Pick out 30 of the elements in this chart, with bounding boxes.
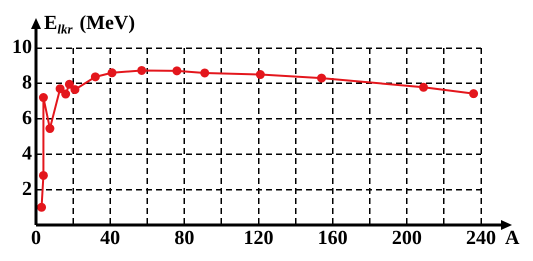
point bbox=[38, 93, 48, 102]
point bbox=[70, 85, 80, 94]
point bbox=[200, 68, 210, 78]
x-tick-label: 40 bbox=[100, 227, 120, 250]
point bbox=[469, 89, 478, 98]
y-tick-label: 6 bbox=[22, 106, 32, 129]
y-tick-label: 8 bbox=[22, 72, 32, 94]
point bbox=[172, 66, 182, 76]
x-tick-label: 0 bbox=[31, 227, 41, 250]
point bbox=[61, 90, 70, 99]
point bbox=[256, 70, 265, 80]
x-tick-label: 200 bbox=[392, 227, 422, 250]
x-axis-title: A bbox=[505, 227, 520, 250]
point bbox=[317, 74, 326, 83]
point bbox=[56, 84, 65, 94]
x-tick-label: 80 bbox=[174, 227, 194, 250]
y-tick-label: 10 bbox=[12, 36, 32, 58]
x-tick-label: 120 bbox=[244, 227, 274, 250]
point bbox=[38, 170, 48, 180]
point bbox=[64, 80, 74, 89]
point bbox=[108, 68, 117, 78]
x-tick-label: 240 bbox=[466, 227, 496, 250]
y-tick-label: 2 bbox=[22, 178, 32, 200]
point bbox=[37, 202, 46, 212]
point bbox=[137, 66, 146, 75]
point bbox=[419, 82, 428, 92]
y-tick-label: 4 bbox=[22, 142, 32, 164]
point bbox=[45, 124, 54, 134]
x-tick-label: 160 bbox=[318, 227, 348, 250]
point bbox=[90, 72, 100, 82]
